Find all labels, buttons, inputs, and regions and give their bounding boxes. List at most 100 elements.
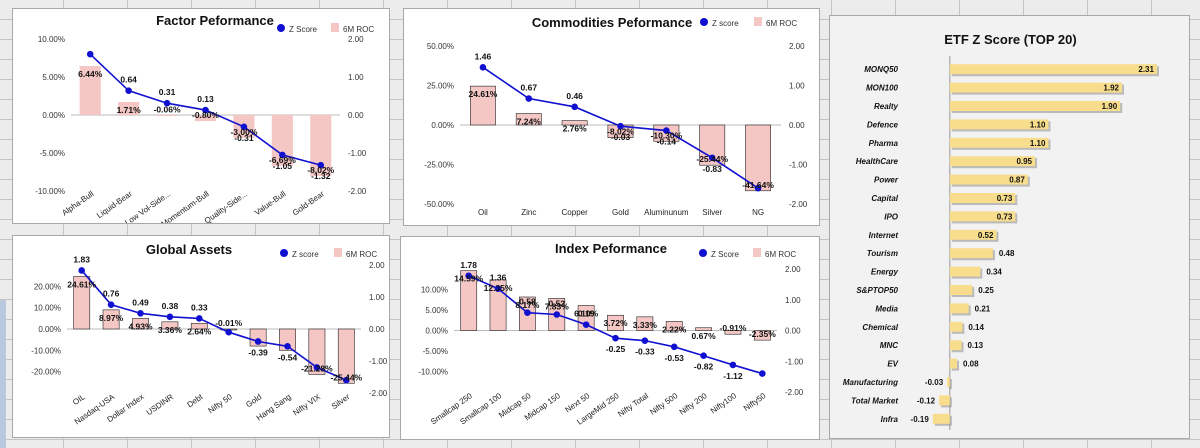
etf-bar (939, 395, 950, 406)
etf-value-label: 2.31 (1138, 65, 1154, 74)
etf-bar (949, 119, 1049, 130)
zscore-point (700, 352, 707, 360)
y-left-tick-label: 0.00% (42, 111, 65, 120)
etf-category-label: Defence (867, 120, 899, 129)
etf-category-label: Manufacturing (843, 378, 898, 387)
zscore-point (86, 50, 94, 58)
roc-bar (161, 321, 179, 330)
etf-value-label: 0.52 (978, 231, 994, 240)
roc-data-label: -0.06% (154, 104, 181, 114)
roc-data-label: 8.17% (515, 300, 540, 310)
category-label: Quality-Side... (203, 189, 249, 224)
roc-data-label: -8.02% (307, 165, 334, 175)
bar-shadow (949, 379, 952, 389)
legend-zscore-marker (699, 249, 707, 257)
legend-roc-swatch (334, 248, 342, 257)
roc-data-label: 8.97% (99, 313, 124, 323)
etf-category-label: MONQ50 (864, 65, 898, 74)
roc-bar (724, 330, 742, 335)
zscore-data-label: 0.49 (132, 297, 149, 307)
legend-roc-label: 6M ROC (346, 250, 377, 259)
roc-bar (310, 115, 332, 176)
y-left-tick-label: 20.00% (34, 282, 61, 291)
chart-title: Commodities Peformance (532, 15, 692, 30)
y-left-tick-label: 0.00% (425, 327, 448, 336)
etf-value-label: 0.14 (968, 323, 984, 332)
zscore-point (612, 334, 619, 342)
chart-title: Index Peformance (555, 241, 667, 256)
global-assets-chart[interactable]: Global Assets Z score 6M ROC 20.00% 10.00% 0.… (12, 235, 390, 438)
roc-data-label: 24.61% (469, 89, 498, 99)
y-right-tick-label: 1.00 (789, 82, 805, 91)
etf-bar (949, 229, 997, 240)
category-label: Silver (330, 392, 352, 411)
zscore-point (553, 311, 561, 318)
y-left-tick-label: -10.00% (31, 346, 61, 355)
zscore-data-label: -0.82 (694, 362, 714, 372)
commodities-performance-chart[interactable]: Commodities Peformance Z score 6M ROC 50.00… (403, 8, 820, 226)
factor-performance-chart[interactable]: Factor Peformance Z Score 6M ROC 10.00% 5.00… (12, 8, 390, 224)
roc-bar (470, 85, 496, 126)
zscore-data-label: 1.36 (490, 273, 507, 283)
legend-roc-label: 6M ROC (343, 25, 374, 34)
zscore-data-label: -1.05 (273, 161, 293, 171)
etf-value-label: 1.90 (1102, 102, 1118, 111)
roc-data-label: 7.24% (517, 117, 542, 127)
roc-data-label: 6.44% (78, 69, 103, 79)
roc-data-label: 0.67% (692, 331, 717, 341)
legend-roc-label: 6M ROC (766, 19, 797, 28)
zscore-point (754, 184, 762, 192)
etf-value-label: -0.19 (911, 415, 930, 424)
y-right-tick-label: 1.00 (785, 296, 801, 305)
zscore-data-label: 0.38 (162, 301, 179, 311)
roc-bar (636, 316, 654, 331)
factor-svg: Factor Peformance Z Score 6M ROC 10.00% 5.00… (35, 13, 374, 224)
category-label: Zinc (521, 208, 536, 217)
roc-data-label: -6.69% (269, 155, 296, 165)
zscore-point (708, 154, 716, 162)
y-right-tick-label: 2.00 (348, 35, 364, 44)
etf-category-label: Total Market (851, 396, 898, 405)
y-left-tick-label: 50.00% (427, 42, 454, 51)
legend-zscore-marker (280, 249, 288, 257)
roc-bar (156, 115, 178, 116)
etf-value-label: 0.34 (986, 268, 1002, 277)
etf-bar (949, 137, 1049, 148)
etf-category-label: MNC (880, 341, 898, 350)
category-label: Copper (562, 208, 589, 217)
category-label: Oil (478, 208, 488, 217)
zscore-point (225, 328, 232, 336)
zscore-data-label: 0.58 (519, 297, 536, 307)
y-left-tick-label: 25.00% (427, 82, 454, 91)
zscore-data-label: 0.19 (578, 309, 595, 319)
etf-value-label: 0.25 (978, 286, 994, 295)
roc-data-label: 3.33% (633, 320, 658, 330)
zscore-data-label: -0.33 (635, 347, 655, 357)
roc-bar (79, 66, 101, 115)
zscore-point (525, 95, 533, 102)
legend-zscore-marker (277, 24, 285, 32)
zscore-data-label: -1.32 (311, 171, 331, 181)
roc-bar (102, 309, 120, 330)
category-label: Gold (612, 208, 629, 217)
etf-value-label: 1.92 (1103, 84, 1119, 93)
roc-data-label: -8.02% (607, 127, 634, 137)
roc-data-label: 3.72% (603, 318, 628, 328)
legend-zscore-label: Z score (712, 19, 739, 28)
roc-bar (460, 270, 478, 331)
etf-category-label: Tourism (867, 249, 898, 258)
zscore-data-label: 0.31 (159, 87, 176, 97)
zscore-data-label: -0.25 (606, 344, 626, 354)
legend-zscore-label: Z Score (289, 25, 318, 34)
zscore-point (240, 123, 248, 131)
index-performance-chart[interactable]: Index Peformance Z Score 6M ROC 10.00% 5.00%… (400, 236, 820, 440)
zscore-data-label: -0.14 (657, 137, 677, 147)
zscore-data-label: 0.46 (566, 91, 583, 101)
roc-data-label: 3.36% (158, 325, 183, 335)
y-left-tick-label: 10.00% (421, 286, 448, 295)
roc-bar (745, 124, 771, 192)
category-label: Nifty VIX (291, 392, 322, 418)
etf-zscore-chart[interactable]: ETF Z Score (TOP 20)-0.500.000.501.001.5… (829, 15, 1190, 439)
roc-data-label: 6.10% (574, 308, 599, 318)
zscore-point (663, 127, 670, 134)
